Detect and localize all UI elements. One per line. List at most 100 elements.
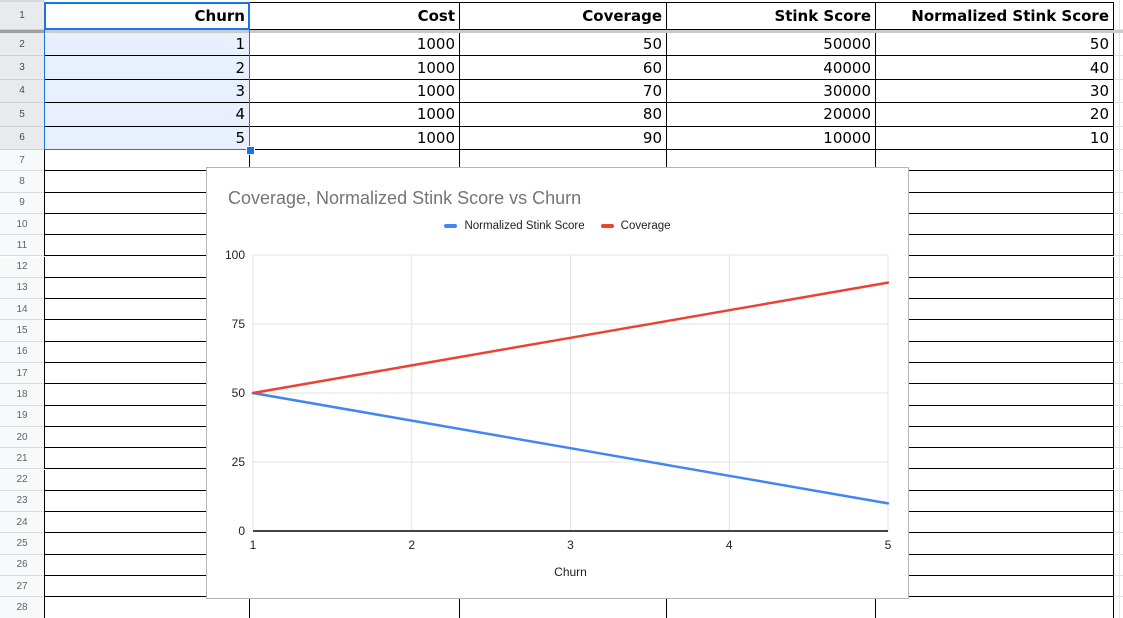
cell-C3[interactable]: 60: [460, 56, 667, 80]
cell-C4[interactable]: 70: [460, 79, 667, 104]
cell-E20[interactable]: [876, 426, 1114, 449]
cell-D5[interactable]: 20000: [667, 103, 876, 127]
cell-E3[interactable]: 40: [876, 56, 1114, 80]
cell-B28[interactable]: [250, 597, 460, 618]
cell-F15[interactable]: [1114, 320, 1123, 342]
row-header-17[interactable]: 17: [0, 363, 44, 385]
cell-E22[interactable]: [876, 469, 1114, 491]
cell-E28[interactable]: [876, 597, 1114, 618]
row-header-27[interactable]: 27: [0, 576, 44, 598]
cell-E9[interactable]: [876, 192, 1114, 214]
row-header-20[interactable]: 20: [0, 426, 44, 449]
cell-F3[interactable]: [1114, 56, 1123, 80]
cell-F12[interactable]: [1114, 256, 1123, 278]
cell-F1[interactable]: [1114, 2, 1123, 30]
cell-A5[interactable]: 4: [44, 103, 250, 127]
cell-E19[interactable]: [876, 405, 1114, 427]
cell-E14[interactable]: [876, 299, 1114, 321]
cell-F24[interactable]: [1114, 512, 1123, 534]
row-header-1[interactable]: 1: [0, 2, 44, 30]
cell-E16[interactable]: [876, 341, 1114, 363]
cell-E15[interactable]: [876, 320, 1114, 342]
cell-E18[interactable]: [876, 384, 1114, 406]
cell-E8[interactable]: [876, 171, 1114, 193]
cell-E12[interactable]: [876, 256, 1114, 278]
cell-A1[interactable]: Churn: [44, 2, 250, 30]
row-header-15[interactable]: 15: [0, 320, 44, 342]
row-header-22[interactable]: 22: [0, 469, 44, 491]
cell-F13[interactable]: [1114, 277, 1123, 300]
cell-A28[interactable]: [44, 597, 250, 618]
cell-E11[interactable]: [876, 235, 1114, 257]
cell-E13[interactable]: [876, 277, 1114, 300]
cell-A6[interactable]: 5: [44, 126, 250, 150]
row-header-26[interactable]: 26: [0, 554, 44, 576]
selection-fill-handle[interactable]: [246, 146, 255, 155]
cell-E1[interactable]: Normalized Stink Score: [876, 2, 1114, 30]
cell-F5[interactable]: [1114, 103, 1123, 127]
cell-F25[interactable]: [1114, 533, 1123, 555]
row-header-28[interactable]: 28: [0, 597, 44, 618]
cell-E27[interactable]: [876, 576, 1114, 598]
cell-F16[interactable]: [1114, 341, 1123, 363]
cell-F7[interactable]: [1114, 150, 1123, 172]
cell-F4[interactable]: [1114, 79, 1123, 104]
row-header-21[interactable]: 21: [0, 448, 44, 470]
cell-C1[interactable]: Coverage: [460, 2, 667, 30]
row-header-4[interactable]: 4: [0, 79, 44, 104]
cell-E6[interactable]: 10: [876, 126, 1114, 150]
row-header-8[interactable]: 8: [0, 171, 44, 193]
row-header-2[interactable]: 2: [0, 33, 44, 57]
cell-E25[interactable]: [876, 533, 1114, 555]
row-header-3[interactable]: 3: [0, 56, 44, 80]
row-header-23[interactable]: 23: [0, 490, 44, 513]
cell-D1[interactable]: Stink Score: [667, 2, 876, 30]
cell-F27[interactable]: [1114, 576, 1123, 598]
cell-B1[interactable]: Cost: [250, 2, 460, 30]
cell-D2[interactable]: 50000: [667, 33, 876, 57]
cell-F6[interactable]: [1114, 126, 1123, 150]
cell-E5[interactable]: 20: [876, 103, 1114, 127]
cell-A4[interactable]: 3: [44, 79, 250, 104]
cell-F20[interactable]: [1114, 426, 1123, 449]
cell-C28[interactable]: [460, 597, 667, 618]
cell-E10[interactable]: [876, 213, 1114, 236]
cell-E2[interactable]: 50: [876, 33, 1114, 57]
cell-B5[interactable]: 1000: [250, 103, 460, 127]
row-header-19[interactable]: 19: [0, 405, 44, 427]
frozen-row-divider[interactable]: [0, 30, 1123, 33]
row-header-16[interactable]: 16: [0, 341, 44, 363]
cell-C5[interactable]: 80: [460, 103, 667, 127]
cell-C2[interactable]: 50: [460, 33, 667, 57]
cell-E4[interactable]: 30: [876, 79, 1114, 104]
cell-E17[interactable]: [876, 363, 1114, 385]
cell-F11[interactable]: [1114, 235, 1123, 257]
cell-D28[interactable]: [667, 597, 876, 618]
cell-B6[interactable]: 1000: [250, 126, 460, 150]
cell-E7[interactable]: [876, 150, 1114, 172]
cell-F21[interactable]: [1114, 448, 1123, 470]
row-header-9[interactable]: 9: [0, 192, 44, 214]
cell-F17[interactable]: [1114, 363, 1123, 385]
cell-A2[interactable]: 1: [44, 33, 250, 57]
row-header-10[interactable]: 10: [0, 213, 44, 236]
cell-E26[interactable]: [876, 554, 1114, 576]
row-header-6[interactable]: 6: [0, 126, 44, 150]
cell-A3[interactable]: 2: [44, 56, 250, 80]
row-header-14[interactable]: 14: [0, 299, 44, 321]
cell-C6[interactable]: 90: [460, 126, 667, 150]
embedded-chart[interactable]: Coverage, Normalized Stink Score vs Chur…: [206, 167, 909, 599]
row-header-25[interactable]: 25: [0, 533, 44, 555]
cell-F9[interactable]: [1114, 192, 1123, 214]
row-header-7[interactable]: 7: [0, 150, 44, 172]
cell-E24[interactable]: [876, 512, 1114, 534]
cell-F23[interactable]: [1114, 490, 1123, 513]
row-header-18[interactable]: 18: [0, 384, 44, 406]
row-header-5[interactable]: 5: [0, 103, 44, 127]
cell-F22[interactable]: [1114, 469, 1123, 491]
row-header-11[interactable]: 11: [0, 235, 44, 257]
cell-F18[interactable]: [1114, 384, 1123, 406]
row-header-24[interactable]: 24: [0, 512, 44, 534]
cell-F26[interactable]: [1114, 554, 1123, 576]
cell-F10[interactable]: [1114, 213, 1123, 236]
